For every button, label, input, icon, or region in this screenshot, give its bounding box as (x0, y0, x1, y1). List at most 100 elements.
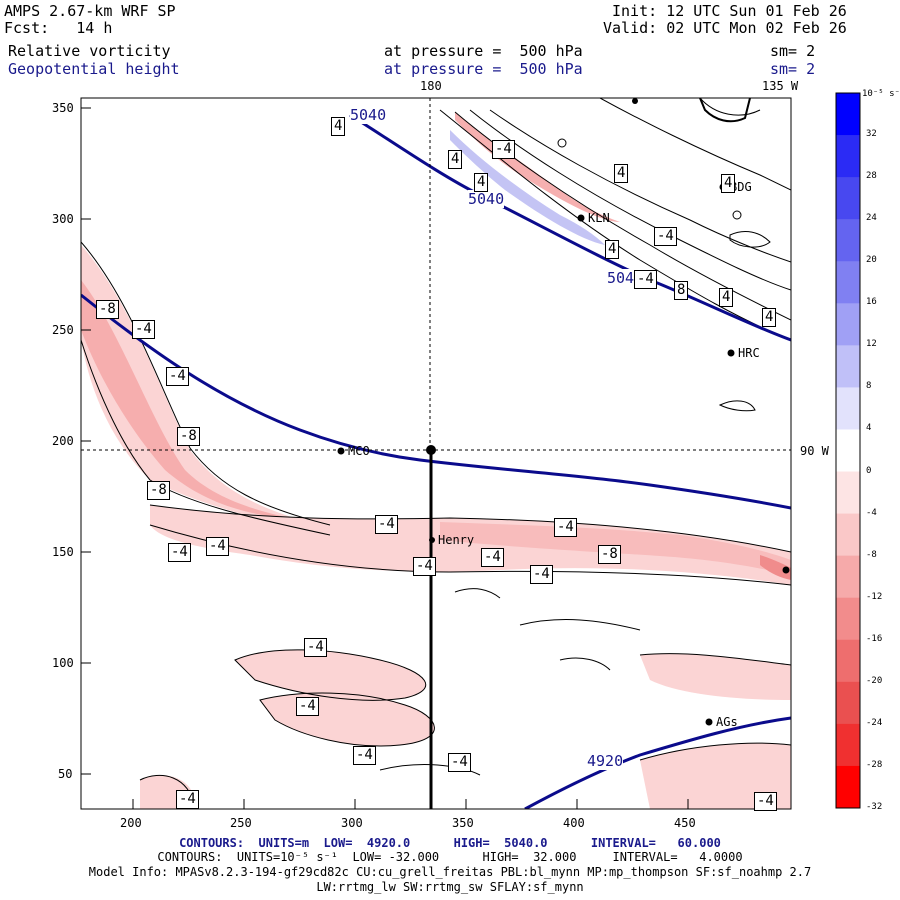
colorbar-label: 28 (866, 171, 877, 182)
y-tick-50: 50 (58, 767, 73, 781)
vorticity-contour-label: -4 (448, 753, 471, 772)
vorticity-contour-label: 4 (605, 240, 620, 259)
colorbar-swatch (836, 765, 860, 809)
colorbar-swatch (836, 219, 860, 262)
vorticity-contour-label: -4 (481, 548, 504, 567)
station-dot-mco (337, 447, 345, 455)
colorbar-swatch (836, 135, 860, 178)
model-title: AMPS 2.67-km WRF SP (4, 2, 176, 20)
field1-name: Relative vorticity (8, 42, 171, 60)
station-dot-north (632, 98, 638, 104)
colorbar-units: 10⁻⁵ s⁻¹ (862, 89, 900, 99)
colorbar-label: 0 (866, 465, 872, 476)
station-dot-ags (705, 718, 713, 726)
colorbar-label: 16 (866, 297, 877, 308)
y-tick-350: 350 (52, 101, 74, 115)
vorticity-contour-label: -4 (353, 746, 376, 765)
coastline (699, 98, 751, 123)
vorticity-contour-label: -8 (598, 545, 621, 564)
colorbar-label: -8 (866, 549, 877, 560)
colorbar-swatch (836, 681, 860, 725)
colorbar-swatch (836, 303, 860, 346)
footer-model-info: Model Info: MPASv8.2.3-194-gf29cd82c CU:… (88, 865, 812, 879)
y-tick-150: 150 (52, 545, 74, 559)
colorbar-label: -24 (866, 717, 883, 728)
colorbar-label: 20 (866, 255, 877, 266)
field1-level: at pressure = 500 hPa (384, 42, 583, 60)
field2-name: Geopotential height (8, 60, 180, 78)
colorbar-swatch (836, 471, 860, 515)
vorticity-contour-label: -4 (304, 638, 327, 657)
x-tick-200: 200 (120, 816, 142, 830)
vorticity-contour-label: 4 (719, 288, 734, 307)
station-dot-east (782, 566, 790, 574)
colorbar-swatch (836, 555, 860, 599)
y-tick-200: 200 (52, 434, 74, 448)
colorbar-swatch (836, 345, 860, 388)
forecast-hour: Fcst: 14 h (4, 19, 113, 37)
station-ring-2 (732, 210, 742, 220)
vorticity-contour-label: -8 (96, 300, 119, 319)
colorbar-swatch (836, 93, 860, 136)
footer-height-contours: CONTOURS: UNITS=m LOW= 4920.0 HIGH= 5040… (179, 836, 721, 850)
vorticity-contours (81, 98, 791, 809)
vorticity-contour-label: 4 (331, 117, 346, 136)
field2-level: at pressure = 500 hPa (384, 60, 583, 78)
station-label-ags: AGs (716, 715, 738, 729)
lat-label-90w: 90 W (800, 444, 829, 458)
colorbar-label: -32 (866, 802, 883, 812)
station-dot-henry (429, 537, 435, 543)
vorticity-contour-label: -4 (634, 270, 657, 289)
y-tick-250: 250 (52, 323, 74, 337)
station-label-hrc: HRC (738, 346, 760, 360)
vorticity-contour-label: -4 (206, 537, 229, 556)
colorbar-label: 4 (866, 423, 872, 434)
colorbar-swatch (836, 723, 860, 767)
colorbar-label: -28 (866, 759, 883, 770)
colorbar-label: 8 (866, 381, 872, 392)
station-label-henry: Henry (438, 533, 475, 547)
vorticity-contour-label: -4 (296, 697, 319, 716)
height-contour-4920 (524, 716, 791, 809)
vorticity-contour-label: 4 (474, 173, 489, 192)
axis-ticks (81, 107, 689, 809)
height-label-4920: 4920 (587, 752, 624, 770)
colorbar-label: 32 (866, 129, 877, 140)
vorticity-contour-label: 4 (721, 174, 736, 193)
station-dot-kln (577, 214, 585, 222)
vorticity-contour-label: -4 (754, 792, 777, 811)
colorbar (836, 93, 860, 809)
vorticity-contour-label: -8 (147, 481, 170, 500)
vorticity-contour-label: -4 (375, 515, 398, 534)
vorticity-contour-label: -4 (492, 140, 515, 159)
x-tick-400: 400 (563, 816, 585, 830)
vorticity-contour-label: -4 (166, 367, 189, 386)
colorbar-swatch (836, 513, 860, 557)
vort-positive-north (450, 130, 605, 245)
colorbar-swatch (836, 261, 860, 304)
station-label-mco: MCO (348, 444, 370, 458)
colorbar-swatch (836, 429, 860, 473)
height-contour-5040-north (349, 113, 791, 342)
colorbar-frame (835, 92, 861, 809)
vorticity-contour-label: -4 (168, 543, 191, 562)
height-label-5040-a: 5040 (350, 106, 387, 124)
x-tick-250: 250 (230, 816, 252, 830)
colorbar-label: -20 (866, 675, 883, 686)
x-tick-300: 300 (341, 816, 363, 830)
footer-vorticity-contours: CONTOURS: UNITS=10⁻⁵ s⁻¹ LOW= -32.000 HI… (157, 850, 743, 864)
height-contours (81, 113, 791, 809)
vorticity-contour-label: -4 (176, 790, 199, 809)
vorticity-contour-label: 8 (674, 281, 689, 300)
colorbar-label: -12 (866, 591, 883, 602)
vorticity-contour-label: -8 (177, 427, 200, 446)
height-contour-5040-main (81, 293, 791, 510)
vorticity-contour-label: -4 (554, 518, 577, 537)
lon-label-180: 180 (420, 79, 442, 93)
x-tick-350: 350 (452, 816, 474, 830)
vort-region-southeast (640, 743, 791, 809)
colorbar-label: 12 (866, 339, 877, 350)
plot-area (81, 98, 791, 809)
field2-smoothing: sm= 2 (770, 60, 816, 78)
